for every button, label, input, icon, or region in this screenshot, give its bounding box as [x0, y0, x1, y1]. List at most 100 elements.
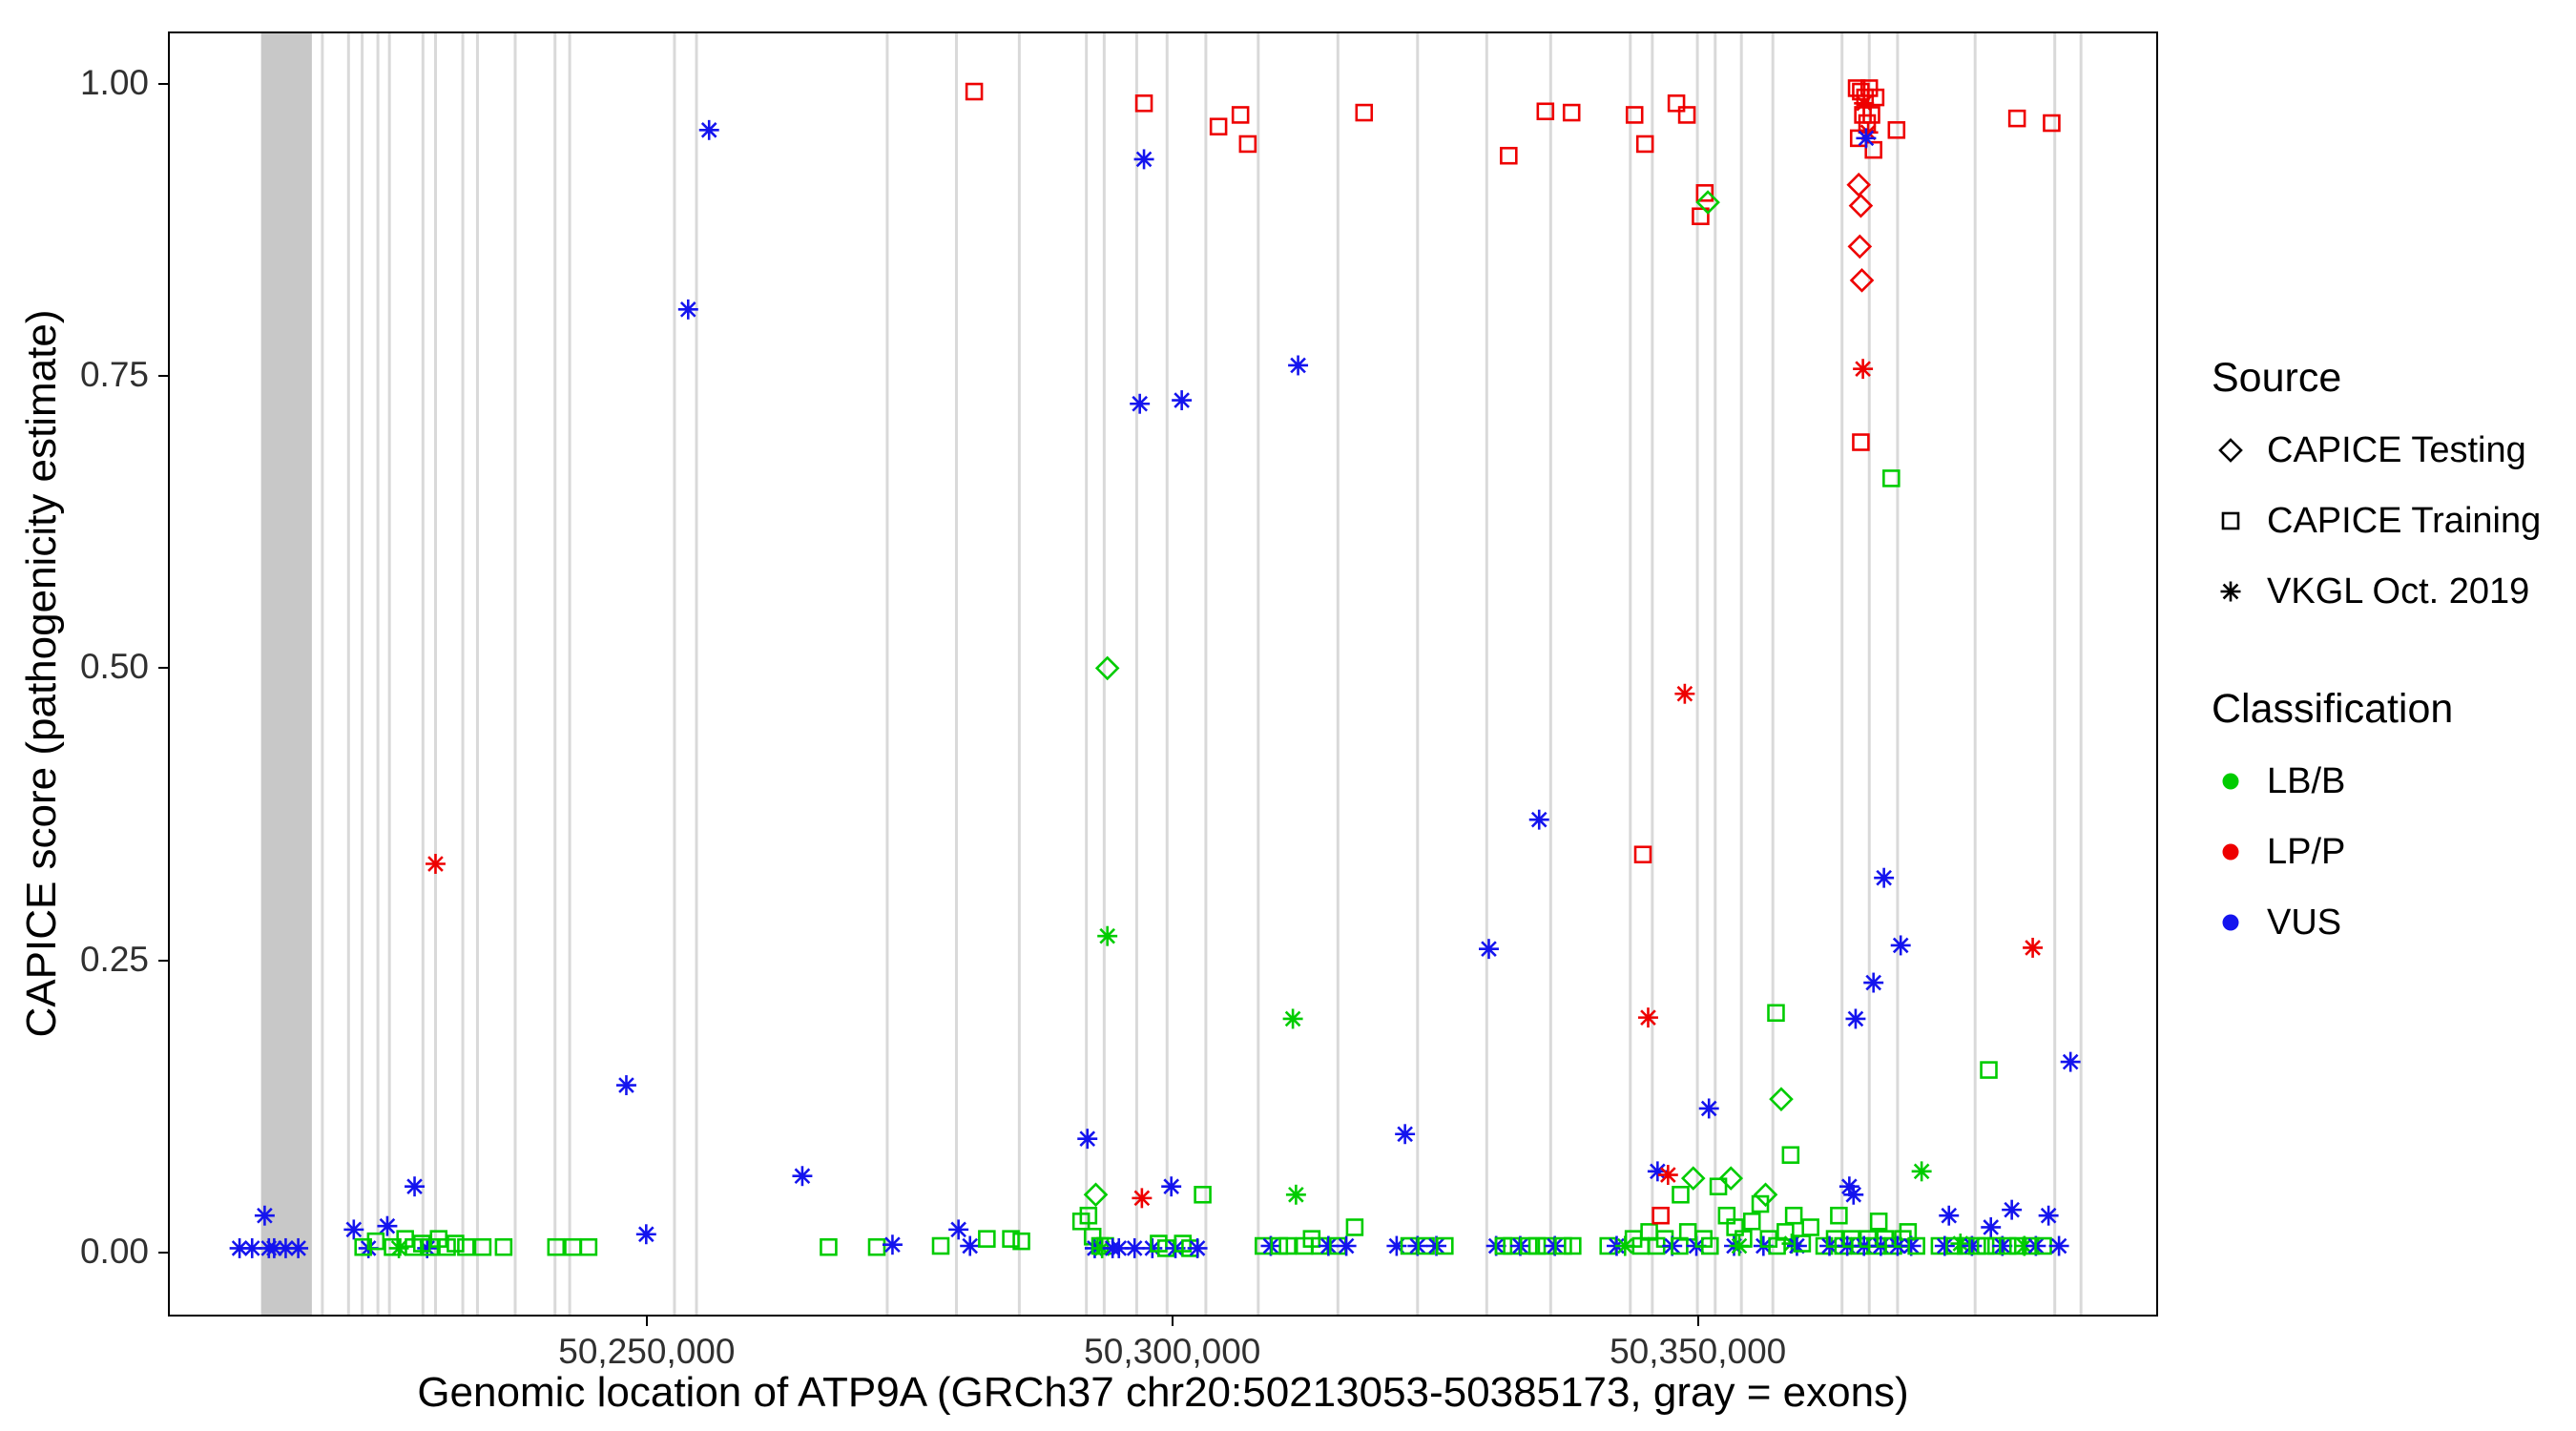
- data-point-sq: [1079, 1206, 1098, 1225]
- data-point-sq: [1231, 106, 1250, 124]
- diamond-icon: [2218, 438, 2243, 463]
- exon-line: [346, 33, 350, 1315]
- data-point-as: [1528, 809, 1549, 830]
- x-tick: [645, 1317, 648, 1326]
- data-point-sq: [1209, 117, 1228, 135]
- data-point-sq: [1887, 121, 1906, 139]
- legend-source-group: Source CAPICE Testing CAPICE Training VKGL…: [2212, 355, 2574, 627]
- legend-source-items: CAPICE Testing CAPICE Training VKGL Oct. 2…: [2212, 415, 2574, 627]
- legend-item-label: CAPICE Training: [2267, 500, 2542, 541]
- data-point-sq: [354, 1237, 372, 1256]
- data-point-as: [1285, 1184, 1306, 1205]
- data-point-as: [1124, 1237, 1145, 1258]
- data-point-as: [377, 1215, 398, 1236]
- data-point-as: [1657, 1165, 1678, 1186]
- exon-line: [553, 33, 557, 1315]
- exon-line: [1416, 33, 1420, 1315]
- square-icon: [2221, 511, 2240, 530]
- y-tick: [158, 1251, 168, 1254]
- legend-item-label: LB/B: [2267, 760, 2346, 801]
- exon-line: [673, 33, 676, 1315]
- exon-line: [321, 33, 324, 1315]
- data-point-as: [882, 1234, 903, 1255]
- data-point-as: [616, 1075, 636, 1095]
- data-point-sq: [1859, 79, 1879, 97]
- data-point-sq: [1784, 1206, 1803, 1225]
- data-point-sq: [1830, 1206, 1848, 1225]
- data-point-di: [1769, 1087, 1794, 1111]
- data-point-as: [1874, 867, 1895, 888]
- data-point-sq: [1862, 106, 1880, 124]
- data-point-as: [948, 1219, 969, 1240]
- x-tick-label: 50,250,000: [558, 1332, 736, 1371]
- exon-line: [1867, 33, 1871, 1315]
- data-point-as: [1109, 1237, 1130, 1258]
- data-point-as: [792, 1166, 813, 1187]
- circle-icon: [2222, 773, 2239, 790]
- x-tick-label: 50,350,000: [1610, 1332, 1787, 1371]
- data-point-sq: [1735, 1230, 1753, 1248]
- data-point-as: [1890, 935, 1911, 956]
- data-point-as: [698, 119, 719, 140]
- data-point-as: [1097, 925, 1118, 946]
- y-tick: [158, 375, 168, 378]
- data-point-as: [1698, 1098, 1719, 1119]
- legend-item-label: VKGL Oct. 2019: [2267, 570, 2530, 612]
- exon-line: [475, 33, 479, 1315]
- exon-line: [1336, 33, 1340, 1315]
- data-point-sq: [1536, 102, 1555, 121]
- legend-item-lp-p: LP/P: [2212, 817, 2574, 887]
- data-point-di: [1753, 1182, 1778, 1208]
- legend-item-label: VUS: [2267, 902, 2342, 943]
- data-point-sq: [579, 1237, 598, 1256]
- y-tick-label: 0.50: [79, 647, 149, 687]
- data-point-sq: [1864, 140, 1882, 159]
- x-tick: [1696, 1317, 1699, 1326]
- legend-item-vkgl-oct-2019: VKGL Oct. 2019: [2212, 556, 2574, 627]
- data-point-as: [1845, 1008, 1866, 1029]
- exon-line: [1017, 33, 1021, 1315]
- data-point-as: [1318, 1235, 1339, 1256]
- data-point-as: [1395, 1124, 1416, 1145]
- data-point-di: [1848, 193, 1874, 218]
- data-point-as: [1901, 1235, 1922, 1256]
- exon-line: [1651, 33, 1654, 1315]
- data-point-as: [1911, 1161, 1932, 1182]
- plot-panel: [168, 31, 2158, 1317]
- exon-line: [434, 33, 437, 1315]
- data-point-sq: [1866, 88, 1885, 107]
- x-axis-title: Genomic location of ATP9A (GRCh37 chr20:…: [417, 1369, 1909, 1416]
- legend-item-label: CAPICE Testing: [2267, 429, 2526, 470]
- data-point-sq: [564, 1237, 582, 1256]
- exon-line: [2079, 33, 2083, 1315]
- legend-item-label: LP/P: [2267, 831, 2346, 872]
- y-tick-label: 1.00: [79, 63, 149, 103]
- data-point-sq: [1134, 94, 1153, 113]
- legend-item-capice-testing: CAPICE Testing: [2212, 415, 2574, 486]
- exon-line: [568, 33, 571, 1315]
- data-point-sq: [1633, 845, 1652, 864]
- data-point-as: [1934, 1235, 1955, 1256]
- data-point-as: [1133, 149, 1154, 170]
- data-point-sq: [1194, 1186, 1212, 1204]
- exon-line: [1548, 33, 1552, 1315]
- exon-line: [1896, 33, 1900, 1315]
- data-point-sq: [1554, 1236, 1572, 1255]
- data-point-sq: [1852, 433, 1870, 451]
- data-point-sq: [1355, 103, 1374, 122]
- data-point-sq: [1695, 184, 1714, 202]
- data-point-as: [1142, 1237, 1163, 1258]
- data-point-sq: [1635, 135, 1654, 154]
- data-point-sq: [1907, 1236, 1925, 1255]
- data-point-sq: [1238, 135, 1257, 154]
- data-point-sq: [1652, 1206, 1670, 1225]
- data-point-sq: [1801, 1218, 1819, 1236]
- exon-line: [2053, 33, 2057, 1315]
- data-point-sq: [1278, 1236, 1297, 1255]
- data-point-di: [1083, 1182, 1109, 1208]
- data-point-as: [1981, 1217, 2002, 1237]
- data-point-as: [1674, 683, 1695, 704]
- y-tick-label: 0.75: [79, 355, 149, 395]
- data-point-sq: [867, 1237, 886, 1256]
- data-point-as: [1856, 128, 1877, 149]
